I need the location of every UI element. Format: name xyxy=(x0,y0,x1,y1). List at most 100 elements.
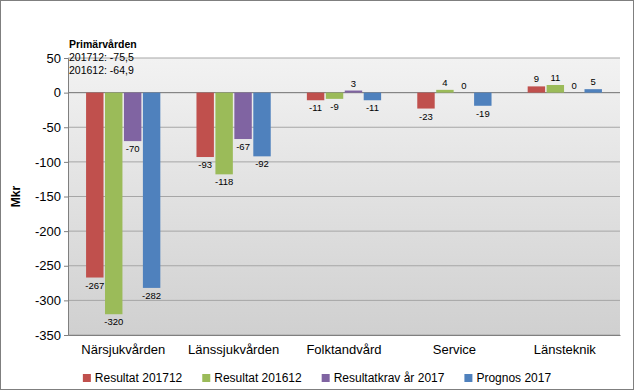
y-tick: 0 xyxy=(54,85,68,100)
bar xyxy=(86,93,103,278)
y-tick: -100 xyxy=(35,155,68,170)
chart: -350-300-250-200-150-100-50050Närsjukvår… xyxy=(0,0,634,390)
y-tick-mark xyxy=(64,231,68,232)
data-label: -67 xyxy=(236,141,250,152)
legend-label: Resultatkrav år 2017 xyxy=(334,371,445,385)
x-tick: Närsjukvården xyxy=(81,335,165,357)
y-tick-label: -350 xyxy=(35,328,61,343)
x-tick: Folktandvård xyxy=(306,335,381,357)
bar xyxy=(234,93,251,139)
chart-frame xyxy=(1,1,634,390)
bar xyxy=(547,85,564,93)
y-tick-mark xyxy=(64,335,68,336)
y-tick-mark xyxy=(64,58,68,59)
legend-item: Resultatkrav år 2017 xyxy=(322,371,445,385)
y-tick: -200 xyxy=(35,224,68,239)
y-axis-title: Mkr xyxy=(9,186,23,208)
y-tick-mark xyxy=(64,162,68,163)
bar xyxy=(215,93,232,175)
bar xyxy=(307,93,324,101)
y-tick-label: 50 xyxy=(47,51,61,66)
bar xyxy=(326,93,343,99)
legend-label: Resultat 201612 xyxy=(214,371,302,385)
y-tick: -150 xyxy=(35,189,68,204)
bar xyxy=(124,93,141,141)
data-label: -267 xyxy=(85,280,104,291)
data-label: -118 xyxy=(215,176,233,187)
data-label: -70 xyxy=(126,143,140,154)
data-label: -11 xyxy=(309,102,322,113)
legend-item: Resultat 201612 xyxy=(202,371,302,385)
y-tick-mark xyxy=(64,197,68,198)
data-label: -92 xyxy=(255,158,269,169)
plot-background xyxy=(68,58,620,335)
bar xyxy=(105,93,122,315)
bars xyxy=(86,85,602,314)
data-label: 11 xyxy=(550,72,560,83)
bar xyxy=(196,93,213,157)
y-tick-label: 0 xyxy=(54,85,61,100)
legend-label: Prognos 2017 xyxy=(476,371,551,385)
y-axis: -350 -300 -250 -200 -150 -100 -50 0 50 xyxy=(35,51,69,343)
legend-item: Resultat 201712 xyxy=(83,371,183,385)
data-label: -19 xyxy=(476,108,490,119)
y-tick-label: -250 xyxy=(35,258,61,273)
annotation: 201712: -75,5 xyxy=(69,51,134,63)
bar xyxy=(345,91,362,93)
y-tick-label: -150 xyxy=(35,189,61,204)
y-tick: -250 xyxy=(35,258,68,273)
legend-swatch xyxy=(322,374,330,382)
bar xyxy=(528,86,545,92)
data-label: 0 xyxy=(461,80,466,91)
data-label: -9 xyxy=(330,101,338,112)
x-tick-label: Länssjukvården xyxy=(188,342,279,357)
y-tick-mark xyxy=(64,127,68,128)
annotation: 201612: -64,9 xyxy=(69,64,134,76)
x-tick-label: Närsjukvården xyxy=(81,342,165,357)
bar xyxy=(584,89,601,92)
bar xyxy=(474,93,491,106)
y-tick: -300 xyxy=(35,293,68,308)
legend-swatch xyxy=(202,374,210,382)
data-label: -320 xyxy=(104,316,123,327)
y-tick-label: -200 xyxy=(35,224,61,239)
x-tick: Länssjukvården xyxy=(188,335,279,357)
bar xyxy=(143,93,160,288)
bar xyxy=(436,90,453,93)
y-tick-mark xyxy=(64,300,68,301)
bar xyxy=(455,92,472,93)
data-label: 4 xyxy=(442,77,447,88)
legend: Resultat 201712 Resultat 201612 Resultatkr… xyxy=(83,371,552,385)
plot: -350-300-250-200-150-100-50050Närsjukvår… xyxy=(35,51,621,358)
data-label: -93 xyxy=(198,159,212,170)
y-tick: -350 xyxy=(35,328,68,343)
bar xyxy=(253,93,270,157)
data-label: 3 xyxy=(351,78,356,89)
y-axis-line xyxy=(64,59,69,336)
legend-swatch xyxy=(464,374,472,382)
y-tick-mark xyxy=(64,93,68,94)
data-labels: -267-93-11-239-320-118-9411-70-67300-282… xyxy=(85,72,596,327)
legend-label: Resultat 201712 xyxy=(95,371,183,385)
grid xyxy=(68,58,620,335)
grid-line xyxy=(68,58,620,59)
x-tick-label: Länsteknik xyxy=(534,342,597,357)
data-label: 5 xyxy=(591,76,596,87)
y-tick-mark xyxy=(64,266,68,267)
x-tick-label: Folktandvård xyxy=(306,342,381,357)
legend-item: Prognos 2017 xyxy=(464,371,551,385)
bar xyxy=(566,92,583,93)
y-tick: 50 xyxy=(47,51,68,66)
legend-swatch xyxy=(83,374,91,382)
annotation: Primärvården xyxy=(69,38,137,50)
x-tick: Service xyxy=(433,335,476,357)
data-label: 0 xyxy=(572,80,577,91)
y-tick: -50 xyxy=(42,120,68,135)
grid-line xyxy=(68,335,620,336)
data-label: -23 xyxy=(419,111,433,122)
bar xyxy=(364,93,381,101)
x-axis-line xyxy=(69,335,621,336)
x-tick: Länsteknik xyxy=(534,335,597,357)
y-tick-label: -300 xyxy=(35,293,61,308)
y-tick-label: -100 xyxy=(35,155,61,170)
